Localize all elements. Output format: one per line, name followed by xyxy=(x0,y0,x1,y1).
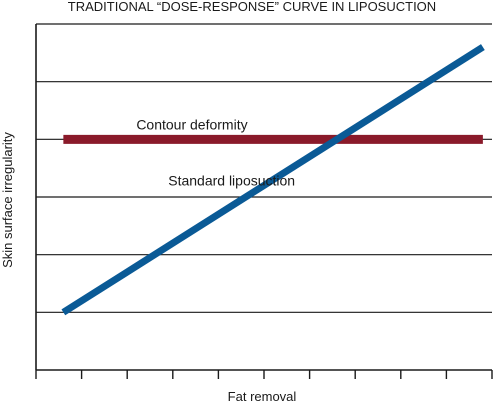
series-labels: Standard liposuction Contour deformity xyxy=(136,116,295,188)
y-axis-label: Skin surface irregularity xyxy=(0,132,15,268)
contour-deformity-label: Contour deformity xyxy=(136,116,247,132)
standard-liposuction-line xyxy=(61,44,485,316)
x-axis-label: Fat removal xyxy=(228,389,297,403)
chart-title: TRADITIONAL “DOSE-RESPONSE” CURVE IN LIP… xyxy=(68,0,436,14)
gridlines xyxy=(36,23,492,313)
series-group xyxy=(61,44,485,316)
x-axis-ticks xyxy=(35,370,493,379)
standard-liposuction-label: Standard liposuction xyxy=(168,172,295,188)
